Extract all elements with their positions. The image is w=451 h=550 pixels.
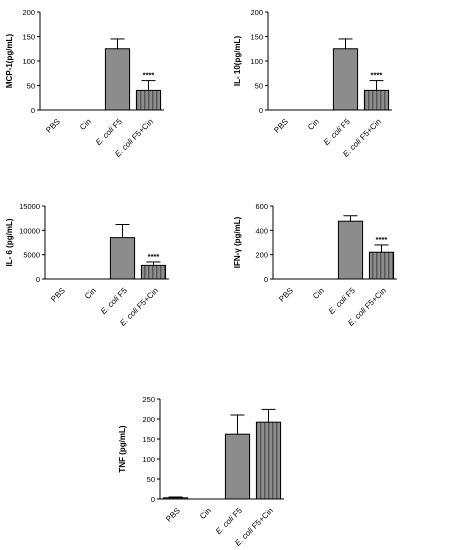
y-tick-label: 150 [22,33,35,42]
y-tick-label: 100 [22,57,35,66]
y-tick-label: 15000 [19,202,40,211]
x-tick-label: Cin [78,117,93,132]
y-tick-label: 200 [250,8,263,17]
bar [135,89,162,111]
x-tick-label: E. coli F5 [214,506,244,536]
x-tick-label: Cin [83,286,98,301]
bar [104,48,131,111]
significance-label: **** [376,235,388,244]
y-axis-label: IL- 10(pg/mL) [233,36,242,87]
y-tick-label: 600 [255,202,268,211]
y-tick-label: 400 [255,226,268,235]
bar [337,220,364,280]
y-axis-label: TNF (pg/mL) [118,425,127,472]
y-tick-label: 250 [142,395,155,404]
y-tick-label: 200 [142,415,155,424]
bar [224,433,251,500]
y-tick-label: 200 [22,8,35,17]
y-tick-label: 150 [250,33,263,42]
x-tick-label: PBS [44,117,62,135]
y-tick-label: 150 [142,435,155,444]
x-tick-label: E. coli F5 [322,117,352,147]
x-tick-label: Cin [198,506,213,521]
y-tick-label: 100 [142,455,155,464]
x-tick-label: PBS [277,286,295,304]
significance-label: **** [371,71,383,80]
significance-label: **** [143,71,155,80]
bar [140,264,167,280]
bar [332,48,359,111]
y-tick-label: 0 [264,275,268,284]
y-tick-label: 10000 [19,226,40,235]
y-tick-label: 100 [250,57,263,66]
x-tick-label: Cin [311,286,326,301]
significance-label: **** [148,252,160,261]
y-tick-label: 50 [27,82,35,91]
bar [255,421,282,500]
x-tick-label: E. coli F5 [94,117,124,147]
y-tick-label: 50 [255,82,263,91]
x-tick-label: PBS [164,506,182,524]
y-axis-label: IL- 6 (pg/mL) [5,218,14,266]
bar [162,497,189,500]
bar [368,251,395,280]
y-axis-label: MCP-1(pg/mL) [5,34,14,89]
y-axis-label: IFN-γ (pg/mL) [233,216,242,268]
y-tick-label: 0 [259,106,263,115]
y-tick-label: 5000 [23,251,40,260]
x-tick-label: E. coli F5 [99,286,129,316]
x-tick-label: Cin [306,117,321,132]
x-tick-label: PBS [49,286,67,304]
bar [109,237,136,280]
bar [363,89,390,111]
y-tick-label: 50 [147,475,155,484]
x-tick-label: E. coli F5 [327,286,357,316]
y-tick-label: 200 [255,251,268,260]
y-tick-label: 0 [36,275,40,284]
y-tick-label: 0 [31,106,35,115]
x-tick-label: PBS [272,117,290,135]
y-tick-label: 0 [151,495,155,504]
